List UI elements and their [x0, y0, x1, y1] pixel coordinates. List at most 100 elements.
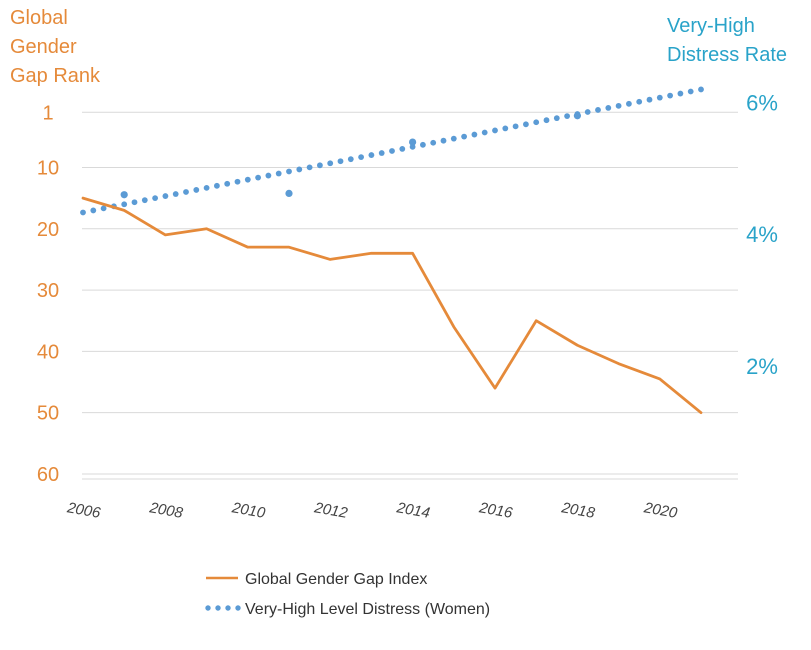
distress-trend-dot [203, 184, 210, 191]
legend-dot [215, 605, 221, 611]
distress-trend-dot [244, 176, 251, 183]
distress-trend-dot [255, 174, 261, 181]
legend-dot [205, 605, 211, 611]
distress-trend-dot [286, 168, 292, 175]
left-axis-title-line-1: Global [10, 7, 68, 29]
left-tick-label: 20 [37, 219, 59, 241]
left-tick-label: 50 [37, 403, 59, 425]
x-tick-label: 2014 [394, 499, 431, 522]
distress-trend-dot [172, 191, 179, 197]
distress-trend-dot [224, 180, 231, 187]
distress-trend-dot [131, 199, 138, 206]
distress-trend-dot [368, 152, 375, 158]
x-tick-label: 2008 [147, 499, 184, 522]
x-tick-label: 2016 [477, 499, 514, 522]
distress-trend-dot [214, 182, 220, 189]
x-tick-label: 2010 [230, 499, 267, 522]
distress-trend-dot [389, 148, 395, 154]
gridlines [82, 111, 738, 480]
left-tick-label: 30 [37, 280, 59, 302]
left-axis-title-line-2: Gender [10, 36, 77, 58]
distress-trend-dot [275, 170, 282, 177]
legend: Global Gender Gap Index Very-High Level … [205, 571, 490, 618]
distress-trend-dot [450, 135, 457, 142]
distress-trend-dot [296, 166, 303, 173]
distress-trend-dot [327, 160, 334, 167]
distress-trend-dot [492, 127, 498, 134]
distress-trend-dot [430, 139, 437, 146]
distress-trend-dot [626, 100, 632, 107]
legend-label-distress: Very-High Level Distress (Women) [245, 601, 490, 618]
right-axis-title-line-1: Very-High [667, 15, 755, 37]
distress-trend-dot [90, 207, 97, 214]
distress-trend-dot [605, 104, 612, 111]
distress-trend-dot [306, 164, 313, 171]
distress-trend-dot [234, 178, 241, 185]
distress-trend-dot [471, 131, 478, 138]
distress-trend-dot [461, 133, 467, 140]
x-tick-label: 2012 [312, 499, 349, 522]
left-tick-label: 60 [37, 464, 59, 486]
legend-dot [225, 605, 231, 611]
distress-trend-dot [378, 150, 385, 156]
distress-trend-dot [100, 205, 107, 212]
distress-trend-dot [512, 123, 519, 130]
distress-trend-dot [698, 86, 704, 93]
distress-trend-dot [636, 98, 643, 105]
left-tick-label: 40 [37, 341, 59, 363]
legend-label-rank: Global Gender Gap Index [245, 571, 427, 588]
distress-trend-dot [523, 121, 529, 128]
distress-trend-dot [121, 201, 128, 208]
distress-data-point [409, 138, 417, 146]
right-axis-ticks: 6% 4% 2% [746, 91, 778, 379]
right-tick-label: 2% [746, 354, 778, 379]
distress-trend-dot [193, 187, 200, 193]
distress-trend-dot [646, 96, 653, 103]
x-axis-ticks: 2006 2008 2010 2012 2014 2016 2018 2020 [65, 499, 679, 522]
distress-trend-dot [317, 162, 323, 169]
x-tick-label: 2006 [65, 499, 102, 522]
distress-trend-dot [667, 92, 673, 99]
left-axis-title-line-3: Gap Rank [10, 65, 101, 87]
distress-trend-dot [677, 90, 684, 97]
distress-trend-dot [615, 102, 622, 109]
legend-swatch-distress [205, 605, 241, 611]
distress-trend-dot [584, 109, 591, 115]
left-tick-label: 10 [37, 157, 59, 179]
distress-trend-dot [420, 141, 426, 148]
distress-trend-dot [183, 189, 189, 195]
distress-trend-dot [80, 209, 86, 216]
distress-trend-dot [337, 158, 344, 165]
distress-trend-dot [553, 115, 560, 122]
distress-trend-dot [409, 143, 416, 150]
distress-trend-dot [533, 119, 540, 126]
distress-trend-dot [347, 156, 354, 163]
left-tick-label: 1 [42, 102, 53, 124]
distress-trend-dot [399, 146, 406, 152]
distress-trend-dot [152, 195, 159, 202]
distress-trend-dot [265, 172, 272, 179]
distress-trend-dot [481, 129, 488, 136]
x-tick-label: 2018 [559, 499, 596, 522]
distress-trend-dot [440, 137, 447, 144]
left-axis-ticks: 1 10 20 30 40 50 60 [37, 102, 59, 486]
distress-trend-dot [502, 125, 509, 132]
right-axis-title-line-2: Distress Rate [667, 44, 787, 66]
distress-trend-dot [358, 154, 364, 161]
series-layer [80, 86, 704, 415]
distress-data-point [573, 112, 582, 120]
gender-gap-rank-line [81, 196, 703, 415]
distress-trend-dot [564, 113, 570, 119]
right-tick-label: 6% [746, 91, 778, 116]
x-tick-label: 2020 [642, 499, 679, 522]
distress-trend-dot [162, 193, 169, 199]
distress-data-point [285, 189, 293, 198]
distress-trend-dot [656, 94, 663, 101]
distress-data-point [120, 191, 128, 199]
distress-trend-dot [543, 117, 550, 124]
distress-trend-dot [595, 107, 601, 113]
distress-trend-dot [141, 197, 148, 204]
right-tick-label: 4% [746, 222, 778, 247]
legend-dot [235, 605, 241, 611]
